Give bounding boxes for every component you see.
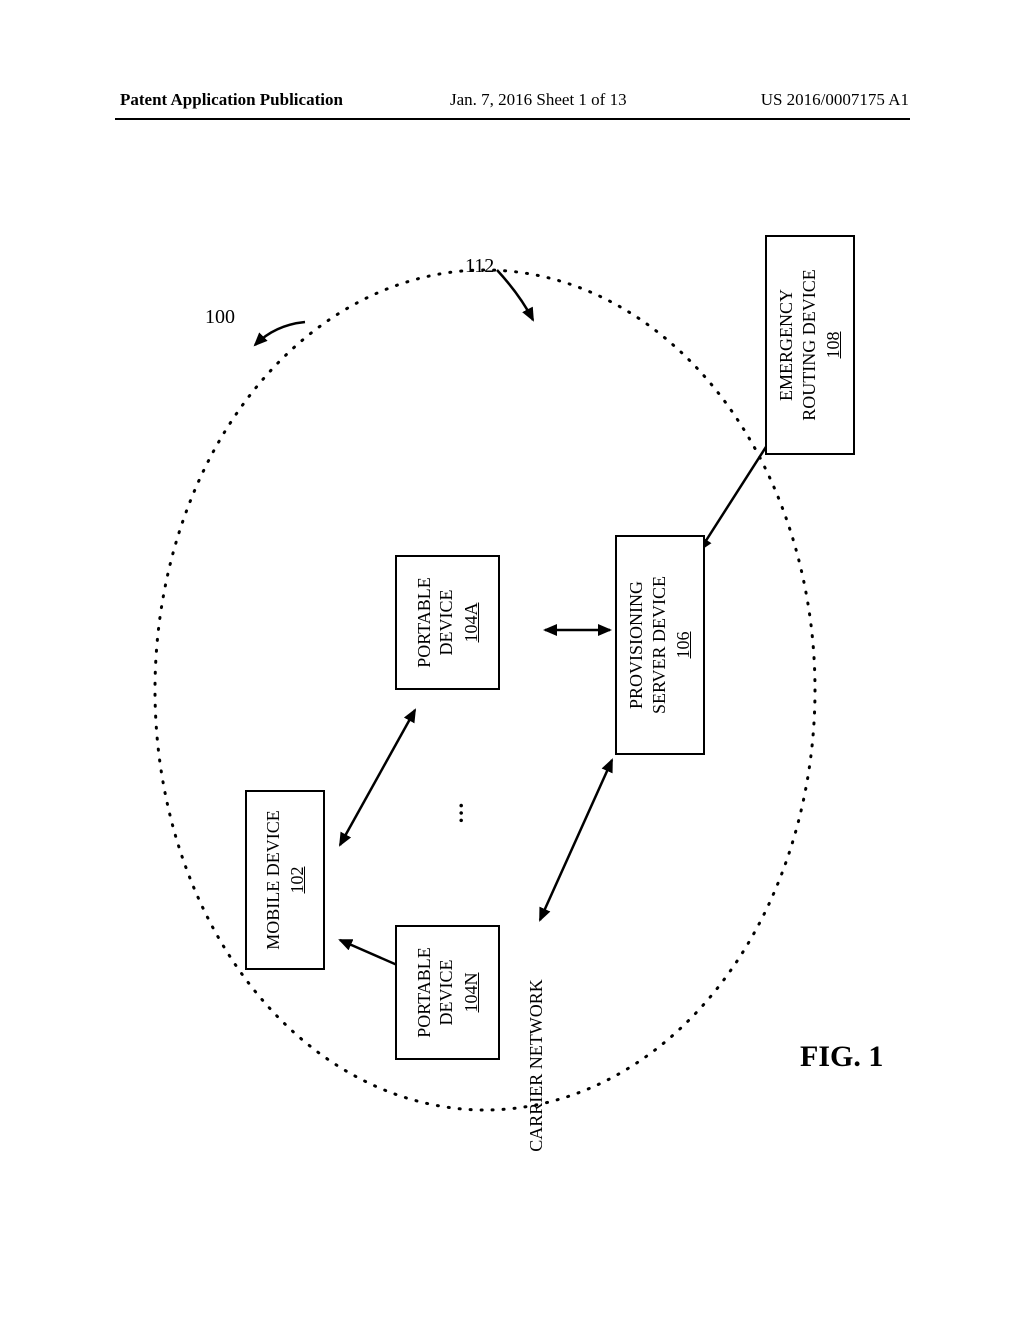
page-header: Patent Application Publication Jan. 7, 2… [0,90,1024,120]
provisioning-server-title: PROVISIONING SERVER DEVICE [625,576,670,714]
header-rule [115,118,910,120]
ref-100-label: 100 [205,306,235,329]
header-center-text: Jan. 7, 2016 Sheet 1 of 13 [450,90,627,110]
edge-mobile-to-portable-a [340,710,415,845]
edge-portable-n-to-provisioning [540,760,612,920]
provisioning-server-box: PROVISIONING SERVER DEVICE 106 [615,535,705,755]
portable-device-a-title: PORTABLE DEVICE [413,577,458,667]
page-root: Patent Application Publication Jan. 7, 2… [0,0,1024,1320]
emergency-routing-box: EMERGENCY ROUTING DEVICE 108 [765,235,855,455]
emergency-routing-title: EMERGENCY ROUTING DEVICE [775,269,820,420]
mobile-device-box: MOBILE DEVICE 102 [245,790,325,970]
provisioning-server-ref: 106 [672,632,695,659]
portable-device-a-box: PORTABLE DEVICE 104A [395,555,500,690]
carrier-network-label: CARRIER NETWORK [526,979,547,1152]
portable-devices-ellipsis: … [443,802,469,824]
figure-1-diagram: 100 112 FIG. 1 CARRIER NETWORK MOBILE DE… [120,200,900,1160]
portable-device-n-ref: 104N [460,973,483,1013]
ref-112-label: 112 [465,255,494,278]
mobile-device-title: MOBILE DEVICE [262,810,285,949]
emergency-routing-ref: 108 [822,332,845,359]
figure-label: FIG. 1 [800,1040,883,1074]
mobile-device-ref: 102 [286,867,309,894]
header-right-text: US 2016/0007175 A1 [761,90,909,110]
portable-device-n-title: PORTABLE DEVICE [413,947,458,1037]
portable-device-n-box: PORTABLE DEVICE 104N [395,925,500,1060]
ref-100-leader [255,322,305,345]
header-left-text: Patent Application Publication [120,90,343,110]
portable-device-a-ref: 104A [460,603,483,643]
ref-112-leader [497,270,533,320]
